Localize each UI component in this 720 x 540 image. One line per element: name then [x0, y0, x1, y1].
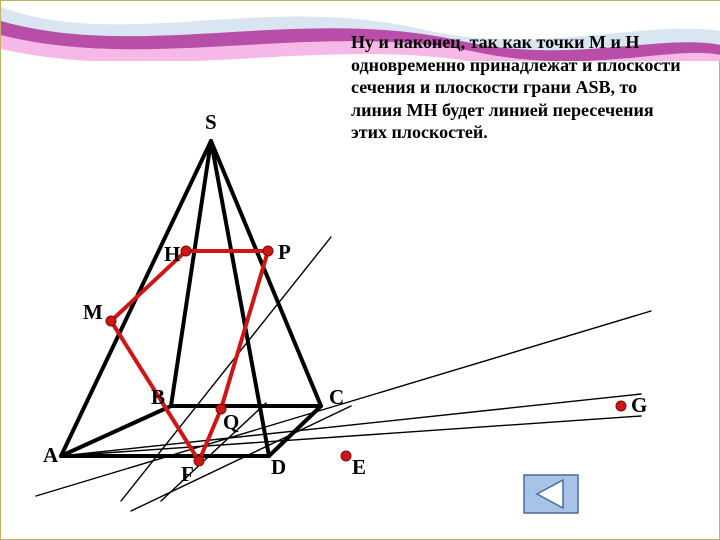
label-P: Р: [278, 240, 291, 265]
label-Q: Q: [223, 410, 239, 435]
label-S: S: [205, 110, 217, 135]
label-B: B: [151, 385, 165, 410]
label-C: C: [329, 385, 344, 410]
label-D: D: [271, 455, 286, 480]
label-A: A: [43, 443, 58, 468]
label-M: М: [83, 300, 103, 325]
label-H: Н: [164, 242, 180, 267]
label-G: G: [631, 393, 647, 418]
label-F: F: [181, 462, 194, 487]
slide: { "text": { "body": "Ну и наконец, так к…: [0, 0, 720, 540]
back-nav-button[interactable]: [523, 474, 579, 514]
label-E: Е: [352, 455, 366, 480]
